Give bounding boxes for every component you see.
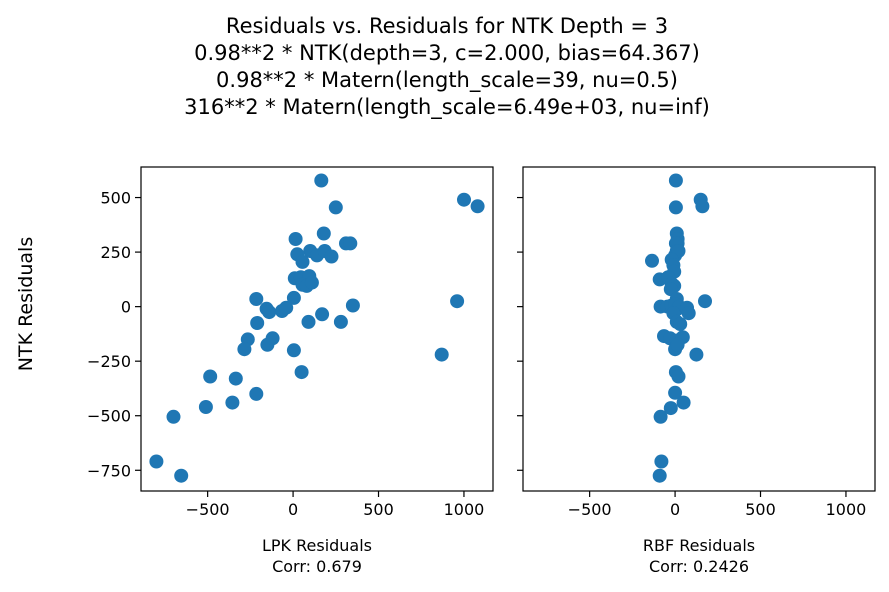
y-tick-label: −250	[87, 352, 131, 371]
data-point	[166, 409, 181, 424]
data-point	[668, 173, 683, 188]
y-tick-label: 500	[100, 189, 131, 208]
x-tick-label: −500	[568, 500, 612, 519]
x-tick-label: 500	[363, 500, 394, 519]
x-tick-label: 0	[670, 500, 680, 519]
title-line-1: Residuals vs. Residuals for NTK Depth = …	[226, 14, 668, 38]
data-point	[695, 199, 710, 214]
data-point	[301, 314, 316, 329]
xlabel-rbf: RBF Residuals	[643, 536, 755, 555]
data-point	[457, 192, 471, 207]
data-point	[652, 468, 667, 483]
corr-lpk: Corr: 0.679	[272, 557, 362, 576]
axes-frame	[140, 166, 494, 492]
data-point	[203, 369, 218, 384]
data-point	[228, 371, 243, 386]
data-point	[434, 347, 449, 362]
data-point	[198, 400, 213, 414]
data-point	[673, 317, 688, 332]
data-point	[316, 226, 331, 241]
x-tick-label: −500	[186, 500, 230, 519]
data-point	[668, 385, 683, 400]
data-point	[689, 347, 704, 362]
xlabel-lpk: LPK Residuals	[262, 536, 372, 555]
data-point	[314, 173, 329, 188]
title-line-4: 316**2 * Matern(length_scale=6.49e+03, n…	[184, 95, 710, 120]
data-point	[654, 454, 669, 469]
data-point	[470, 199, 485, 214]
data-point	[225, 395, 240, 410]
x-tick-label: 1000	[444, 500, 485, 519]
data-point	[645, 253, 659, 268]
corr-rbf: Corr: 0.2426	[649, 557, 749, 576]
data-point	[671, 369, 686, 384]
figure-title: Residuals vs. Residuals for NTK Depth = …	[184, 14, 710, 120]
data-point	[663, 401, 678, 416]
data-point	[295, 254, 310, 269]
y-tick-label: −500	[87, 407, 131, 426]
data-point	[681, 306, 696, 321]
data-point	[653, 409, 668, 424]
data-point	[288, 232, 303, 246]
scatter-panel-lpk: LPK Residuals Corr: 0.679 −500 0 500 1000 50…	[87, 166, 494, 576]
data-point	[324, 249, 339, 264]
data-point	[294, 365, 309, 380]
y-tick-label: 250	[100, 243, 131, 262]
data-point	[286, 290, 301, 305]
data-point	[265, 331, 280, 346]
data-point	[450, 294, 465, 309]
data-point	[174, 468, 189, 483]
x-tick-label: 500	[745, 500, 776, 519]
data-point	[668, 200, 683, 215]
data-point	[315, 307, 330, 322]
data-point	[249, 386, 264, 401]
data-point	[149, 454, 164, 469]
data-point	[262, 305, 277, 320]
data-point	[304, 275, 319, 290]
y-tick-label: −750	[87, 461, 131, 480]
x-tick-label: 1000	[826, 500, 867, 519]
data-point	[250, 316, 265, 330]
data-point	[249, 292, 264, 306]
title-line-3: 0.98**2 * Matern(length_scale=39, nu=0.5…	[216, 68, 678, 93]
data-point	[670, 337, 685, 352]
data-point	[237, 342, 252, 357]
data-point	[345, 298, 360, 313]
data-point	[279, 300, 294, 315]
scatter-panel-rbf: RBF Residuals Corr: 0.2426 −500 0 500 1000	[517, 166, 876, 576]
data-point	[676, 395, 691, 410]
data-point	[343, 236, 358, 251]
data-point	[333, 314, 348, 329]
data-point	[328, 200, 343, 215]
y-tick-label: 0	[121, 298, 131, 317]
shared-ylabel: NTK Residuals	[15, 237, 37, 371]
data-point	[698, 294, 712, 309]
data-point	[286, 343, 301, 358]
title-line-2: 0.98**2 * NTK(depth=3, c=2.000, bias=64.…	[194, 41, 700, 65]
axes-frame	[522, 166, 876, 492]
x-tick-label: 0	[288, 500, 298, 519]
